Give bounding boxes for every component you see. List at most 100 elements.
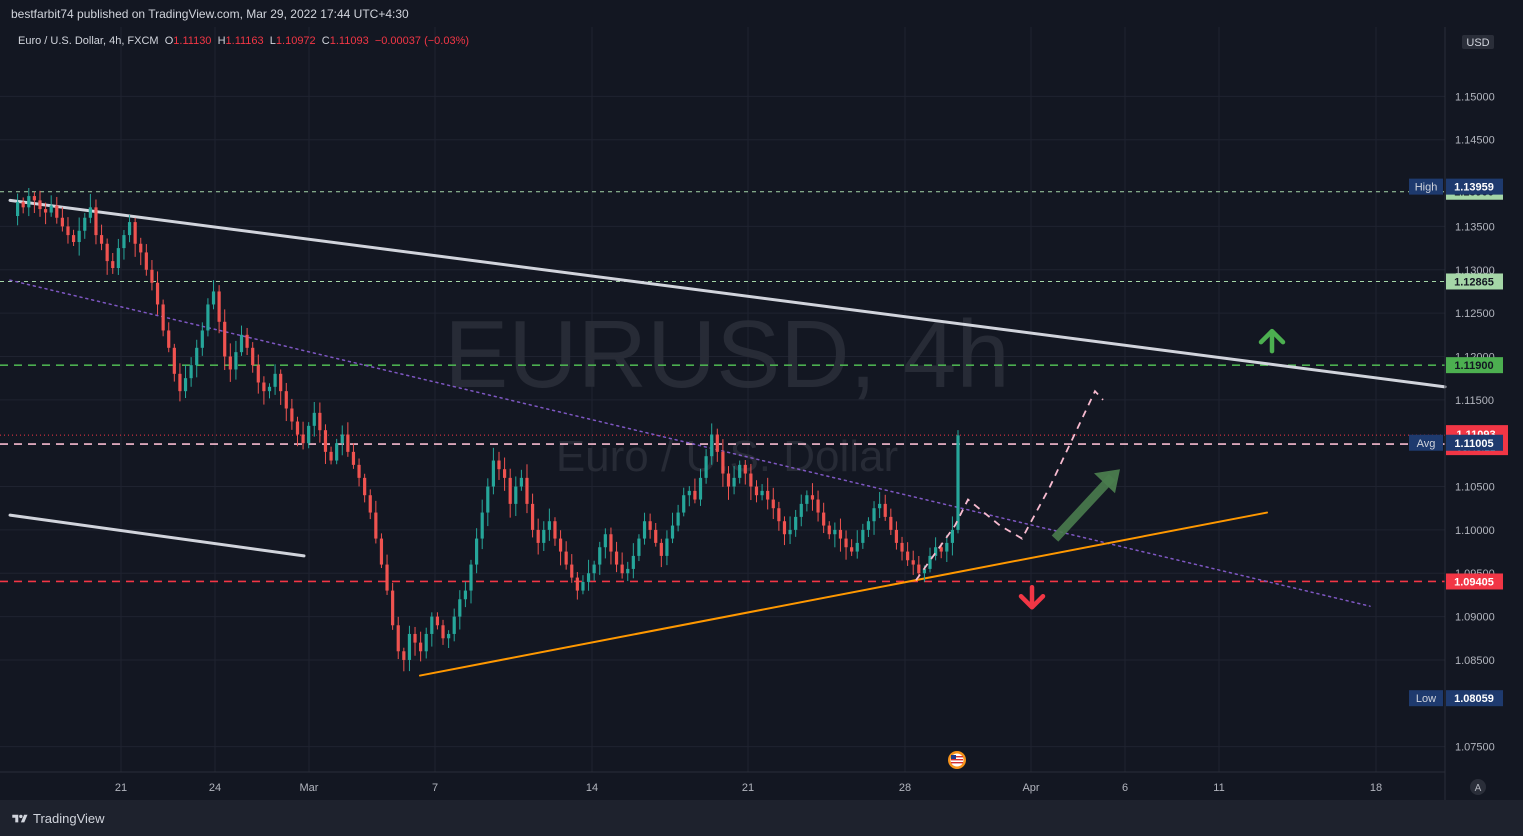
candle-body (368, 495, 372, 513)
trendline-upper-resistance[interactable] (8, 198, 1447, 389)
candle-body (452, 616, 456, 634)
candle-body (710, 434, 714, 457)
tradingview-brand[interactable]: TradingView (12, 811, 105, 826)
candle-body (480, 512, 484, 539)
annotations[interactable] (915, 328, 1286, 769)
candle-body (704, 456, 708, 478)
candle-body (251, 347, 255, 366)
candle-body (827, 525, 831, 535)
candle-body (178, 373, 182, 392)
candle-body (116, 248, 120, 269)
candle-body (307, 425, 311, 444)
footer-bar: TradingView (0, 800, 1523, 836)
candle-body (732, 477, 736, 487)
candle-body (514, 486, 518, 504)
time-axis[interactable]: 21 24 Mar 7 14 21 28 Apr 6 11 18 A (0, 771, 1486, 795)
candle-body (581, 581, 585, 591)
price-axis[interactable]: 1.150001.145001.135001.130001.125001.120… (1409, 27, 1508, 800)
y-tick-label: 1.08500 (1455, 655, 1495, 667)
price-level-label: 1.09405 (1454, 576, 1494, 588)
candle-body (21, 202, 25, 208)
candle-body (525, 477, 529, 504)
stat-low-tag-bg (1409, 690, 1443, 707)
candle-body (782, 521, 787, 535)
candle-body (150, 269, 154, 283)
candle-body (833, 529, 837, 535)
candle-body (475, 538, 479, 565)
target-arrow-head[interactable] (1094, 469, 1120, 494)
candle-body (435, 616, 440, 626)
stat-avg-tag-bg (1409, 434, 1443, 451)
candle-body (223, 321, 227, 357)
grid (0, 27, 1445, 772)
candle-body (77, 230, 81, 243)
price-level-label-bg (1446, 573, 1503, 590)
candles (15, 187, 960, 672)
y-tick-label: 1.13500 (1455, 221, 1495, 233)
candle-body (335, 443, 339, 461)
target-arrow-shaft[interactable] (1051, 474, 1116, 542)
watermark-symbol: EURUSD, 4h (444, 301, 1010, 408)
candle-body (318, 412, 322, 431)
candle-body (654, 529, 658, 543)
candle-body (55, 205, 59, 218)
candle-body (441, 625, 445, 639)
trendlines[interactable] (8, 198, 1447, 677)
candle-body (956, 435, 960, 530)
candle-body (133, 222, 137, 244)
candle-body (161, 304, 165, 331)
candle-body (234, 352, 238, 370)
candle-body (329, 451, 333, 461)
candle-body (396, 625, 400, 652)
trendline-dotted-trend[interactable] (9, 279, 1371, 607)
y-tick-label: 1.12500 (1455, 308, 1495, 320)
currency-badge[interactable] (1462, 35, 1494, 49)
candle-body (279, 373, 283, 392)
candle-body (866, 521, 871, 530)
symbol-legend[interactable]: Euro / U.S. Dollar, 4h, FXCM O1.11130 H1… (18, 35, 469, 47)
x-tick-label: 11 (1213, 782, 1224, 794)
candle-body (760, 490, 764, 496)
candle-body (139, 243, 143, 253)
price-chart[interactable]: EURUSD, 4h Euro / U.S. Dollar 1.15000 1.1… (0, 27, 1523, 800)
trendline-ascending-support[interactable] (419, 511, 1268, 677)
candle-body (99, 235, 104, 244)
candle-body (687, 490, 691, 496)
candle-body (167, 330, 171, 348)
candle-body (928, 555, 932, 569)
price-levels (0, 191, 1445, 583)
candle-body (598, 547, 602, 565)
chart-background (0, 27, 1523, 800)
candle-body (878, 503, 882, 509)
candle-body (906, 551, 910, 561)
candle-body (536, 529, 540, 543)
candle-body (407, 633, 412, 660)
y-tick-label: 1.15000 (1455, 91, 1495, 103)
y-tick-label: 1.07500 (1455, 742, 1495, 754)
candle-body (419, 642, 423, 652)
x-tick-label: 7 (432, 782, 438, 794)
candle-body (642, 521, 647, 539)
candle-body (312, 412, 316, 426)
candle-body (413, 633, 417, 643)
candle-body (228, 356, 232, 370)
auto-scale-button[interactable] (1470, 779, 1486, 795)
price-level-label-bg (1446, 273, 1503, 290)
candle-body (111, 261, 115, 269)
candle-body (239, 334, 244, 353)
candle-body (872, 508, 876, 522)
published-info: bestfarbit74 published on TradingView.co… (11, 7, 409, 21)
trendline-lower-channel[interactable] (8, 513, 306, 558)
candle-body (558, 538, 563, 552)
candle-body (889, 516, 893, 530)
low-label: L (269, 35, 276, 47)
candle-body (603, 534, 607, 548)
x-tick-label: Mar (300, 782, 319, 794)
candle-body (648, 521, 652, 530)
candle-body (917, 564, 921, 574)
candle-body (267, 386, 272, 392)
projection-dashed-path[interactable] (915, 389, 1104, 581)
candle-body (469, 564, 473, 591)
candle-body (262, 382, 266, 392)
high-label: H (217, 35, 226, 47)
